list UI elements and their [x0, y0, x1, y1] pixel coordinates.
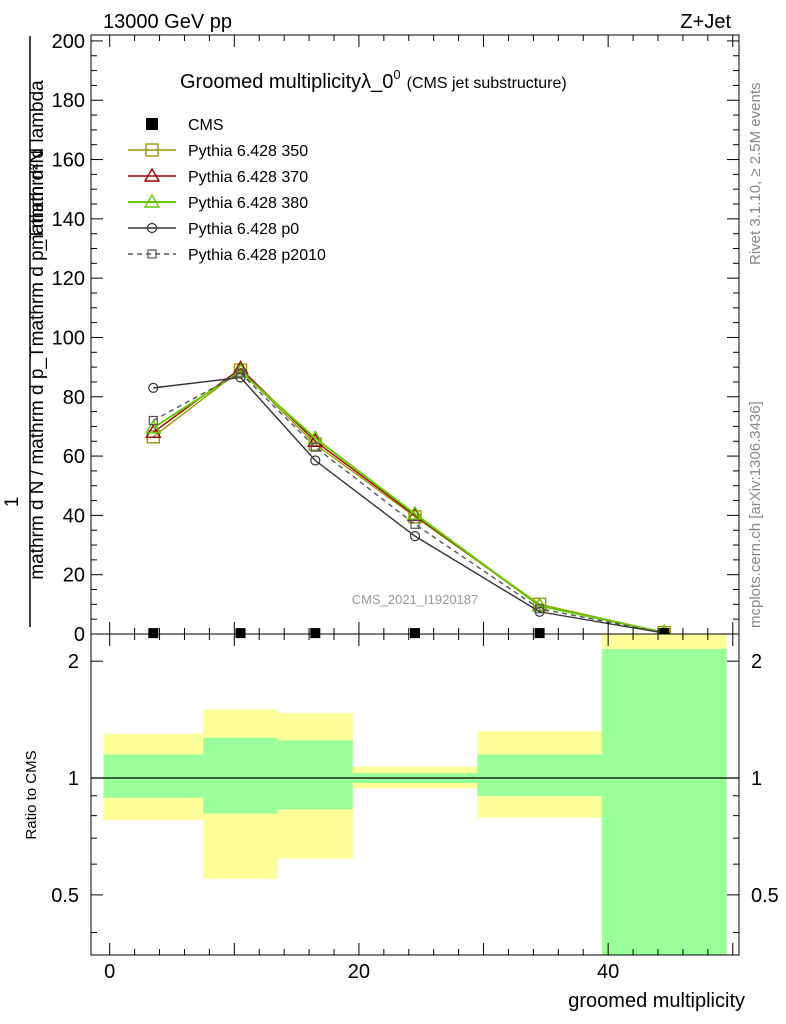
x-tick-label: 0 — [104, 961, 115, 983]
main-panel: 0 20 40 60 80 100 120 140 160 180 200 — [52, 31, 740, 646]
x-tick-label: 20 — [348, 961, 370, 983]
stat-uncertainty-band — [103, 754, 204, 798]
legend-label: CMS — [188, 117, 224, 134]
series-point — [406, 505, 424, 520]
x-axis-label: groomed multiplicity — [568, 990, 745, 1012]
y-tick-label: 80 — [63, 387, 85, 409]
main-x-ticks — [109, 35, 734, 634]
y-label-denominator: mathrm d N / mathrm d p_Tmathrm d p_Tmat… — [27, 80, 48, 580]
plot-title-suffix: (CMS jet substructure) — [407, 75, 567, 92]
ratio-y-label: Ratio to CMS — [23, 750, 40, 839]
stat-uncertainty-band — [601, 648, 727, 955]
y-label-numerator: mathrm d²N — [27, 150, 48, 250]
legend-marker — [143, 167, 161, 182]
legend-data-marker — [146, 118, 158, 130]
legend-label: Pythia 6.428 380 — [188, 195, 308, 212]
ratio-tick-label-right: 0.5 — [751, 885, 779, 907]
y-tick-label: 40 — [63, 505, 85, 527]
plot-title-main: Groomed multiplicityλ_0 — [180, 71, 393, 93]
series-point — [148, 415, 158, 426]
stat-uncertainty-band — [203, 737, 278, 814]
legend-marker — [143, 193, 161, 208]
data-point — [410, 628, 420, 639]
series-point — [235, 368, 246, 378]
y-label-one: 1 — [2, 497, 23, 508]
ratio-panel: 0.5 0.5 1 1 2 2 0 20 40 — [51, 633, 779, 983]
data-point — [148, 628, 159, 639]
data-point — [235, 628, 246, 639]
y-tick-label: 20 — [63, 565, 85, 587]
legend-label: Pythia 6.428 370 — [188, 169, 308, 186]
y-tick-label: 0 — [74, 624, 85, 646]
legend-label: Pythia 6.428 p2010 — [188, 247, 326, 264]
mcplots-label: mcplots.cern.ch [arXiv:1306.3436] — [747, 401, 764, 628]
y-tick-label: 140 — [52, 209, 85, 231]
y-tick-label: 120 — [52, 268, 85, 290]
data-point — [534, 628, 545, 639]
data-layer — [148, 628, 670, 639]
legend-label: Pythia 6.428 350 — [188, 143, 308, 160]
series-point — [310, 442, 320, 452]
legend-marker — [147, 249, 157, 259]
legend-marker — [145, 143, 159, 157]
channel-label: Z+Jet — [680, 11, 731, 33]
ratio-frame — [90, 633, 740, 956]
y-tick-label: 200 — [52, 31, 85, 53]
series-point — [409, 531, 421, 542]
series-point — [410, 519, 420, 529]
data-point — [310, 628, 321, 639]
main-y-ticks: 0 20 40 60 80 100 120 140 160 180 200 — [52, 31, 739, 646]
ratio-bands — [103, 634, 727, 955]
plot-title-sup: 0 — [393, 67, 400, 82]
ratio-y-ticks: 0.5 0.5 1 1 2 2 — [51, 651, 779, 933]
legend-label: Pythia 6.428 p0 — [188, 221, 299, 238]
ratio-tick-label: 1 — [68, 768, 79, 790]
stat-uncertainty-band — [477, 754, 602, 796]
process-label: 13000 GeV pp — [103, 11, 232, 33]
rivet-label: Rivet 3.1.10, ≥ 2.5M events — [747, 83, 764, 266]
y-tick-label: 100 — [52, 327, 85, 349]
series-point — [148, 382, 159, 393]
stat-uncertainty-band — [277, 740, 353, 810]
y-axis-label: 1 mathrm d²N mathrm d N / mathrm d p_Tma… — [2, 36, 48, 627]
series-line — [153, 376, 665, 634]
x-tick-label: 40 — [597, 961, 619, 983]
ratio-tick-label: 2 — [68, 651, 79, 673]
legend: CMS Pythia 6.428 350 Pythia 6.428 370 Pythi… — [128, 117, 326, 264]
ratio-x-ticks: 0 20 40 — [104, 634, 734, 983]
series-point — [310, 455, 321, 466]
series-line — [152, 372, 665, 634]
ratio-tick-label-right: 2 — [751, 651, 762, 673]
ratio-tick-label: 0.5 — [51, 885, 79, 907]
y-tick-label: 180 — [52, 90, 85, 112]
series-point — [535, 604, 545, 614]
y-tick-label: 160 — [52, 150, 85, 172]
plot-title: Groomed multiplicityλ_00 (CMS jet substru… — [180, 67, 567, 93]
data-point — [659, 628, 670, 639]
legend-marker — [146, 222, 158, 234]
y-tick-label: 60 — [63, 446, 85, 468]
ratio-tick-label-right: 1 — [751, 768, 762, 790]
analysis-label: CMS_2021_I1920187 — [352, 592, 479, 607]
series-point — [145, 423, 162, 439]
series-point — [145, 419, 162, 434]
